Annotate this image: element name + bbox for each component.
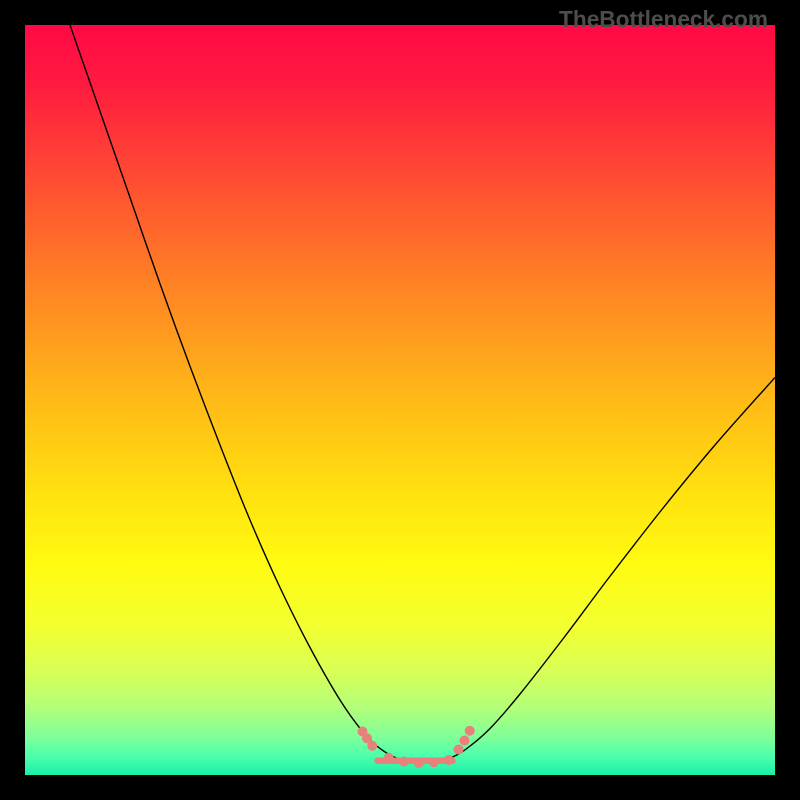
watermark-text: TheBottleneck.com (559, 6, 768, 33)
marker-dot (367, 741, 377, 751)
marker-dot (460, 736, 470, 746)
marker-dot (444, 755, 454, 765)
chart-svg (25, 25, 775, 775)
marker-dot (414, 758, 424, 768)
marker-dot (384, 753, 394, 763)
stage: TheBottleneck.com (0, 0, 800, 800)
marker-dot (454, 745, 464, 755)
plot-area (25, 25, 775, 775)
marker-dot (429, 757, 439, 767)
marker-dot (399, 757, 409, 767)
marker-dot (465, 726, 475, 736)
curve-bottleneck_curve (70, 25, 775, 763)
